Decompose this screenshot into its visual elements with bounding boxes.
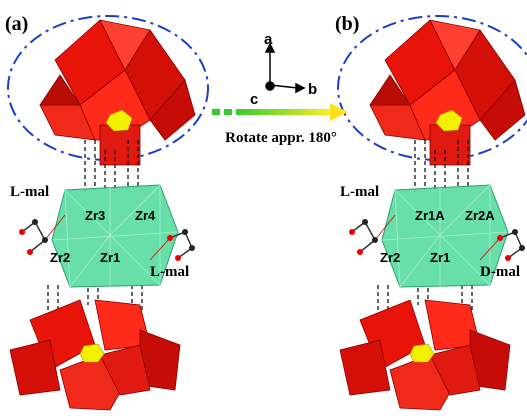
rotation-arrow xyxy=(212,103,348,121)
ligand-label: L-mal xyxy=(150,264,189,280)
panel-label: (b) xyxy=(335,13,359,35)
axis-label: a xyxy=(264,31,273,48)
zr-label: Zr1 xyxy=(100,250,120,265)
zr-label: Zr2A xyxy=(465,208,495,223)
figure: (a) Zr3 Zr4 Zr2 Zr1 L-mal L-mal (b) Zr1A Zr2A Zr2 Z… xyxy=(0,0,527,416)
axis-label: b xyxy=(308,81,317,98)
axis-triad xyxy=(266,44,304,92)
zr-label: Zr4 xyxy=(135,208,156,223)
panel-label: (a) xyxy=(5,13,28,35)
zr-label: Zr1A xyxy=(415,208,445,223)
zr-label: Zr1 xyxy=(430,250,450,265)
ligand-label: L-mal xyxy=(340,184,379,200)
ligand-label: L-mal xyxy=(10,184,49,200)
rotation-label: Rotate appr. 180° xyxy=(225,130,337,146)
structure-a xyxy=(8,16,208,410)
zr-label: Zr3 xyxy=(85,208,105,223)
zr-label: Zr2 xyxy=(380,250,400,265)
zr-label: Zr2 xyxy=(50,250,70,265)
ligand-label: D-mal xyxy=(480,264,520,280)
axis-label: c xyxy=(250,91,258,108)
